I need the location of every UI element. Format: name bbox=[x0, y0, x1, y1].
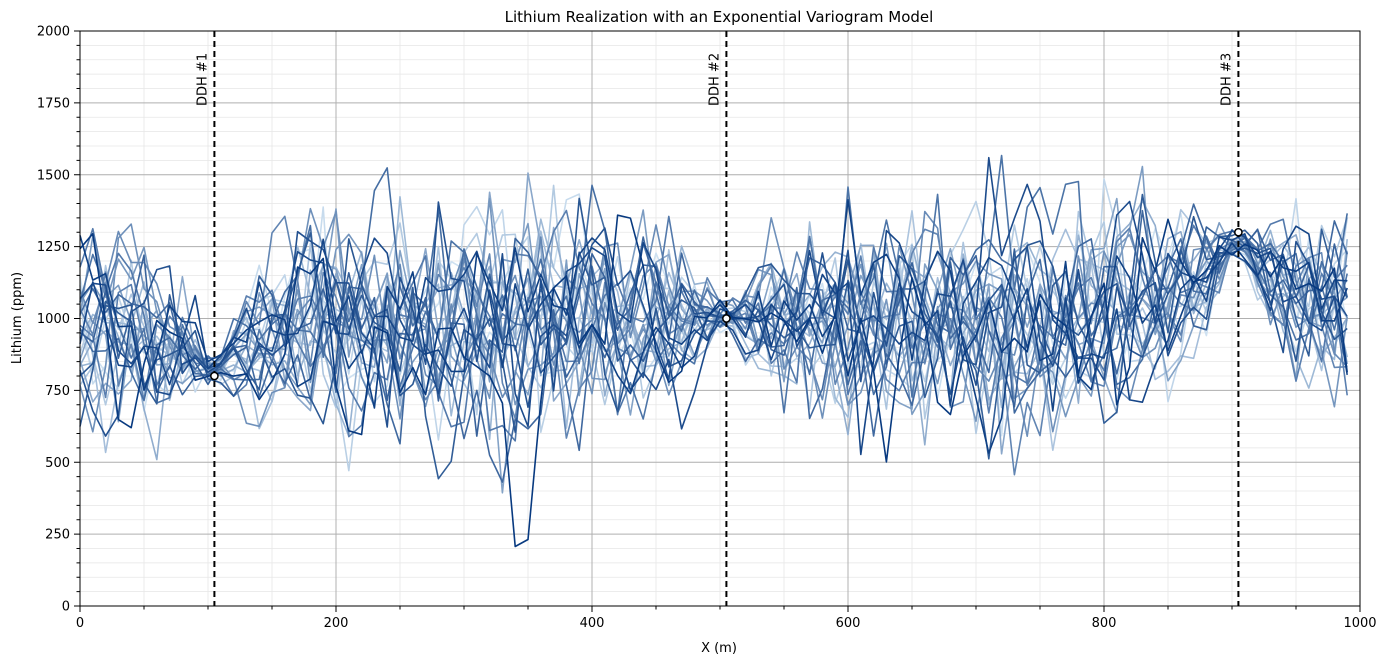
drillhole-lines: DDH #1 DDH #2 DDH #3 bbox=[195, 31, 1243, 606]
realization-line bbox=[79, 214, 1348, 548]
y-tick-label: 1500 bbox=[37, 168, 70, 183]
x-tick-label: 600 bbox=[836, 616, 861, 631]
realization-line bbox=[79, 225, 1348, 456]
y-tick-label: 0 bbox=[62, 600, 70, 615]
x-tick-label: 1000 bbox=[1343, 616, 1376, 631]
y-tick-label: 250 bbox=[45, 528, 70, 543]
drillhole-label: DDH #2 bbox=[707, 53, 722, 106]
realization-line bbox=[79, 197, 1348, 434]
y-axis: 0 250 500 750 1000 1250 1500 1750 2000 bbox=[37, 25, 80, 615]
chart-title: Lithium Realization with an Exponential … bbox=[505, 8, 934, 26]
y-tick-label: 1000 bbox=[37, 312, 70, 327]
drillhole-marker bbox=[210, 371, 219, 381]
y-axis-label: Lithium (ppm) bbox=[10, 272, 25, 364]
x-axis-label: X (m) bbox=[701, 641, 737, 656]
y-tick-label: 500 bbox=[45, 456, 70, 471]
realization-line bbox=[79, 229, 1348, 437]
realization-line bbox=[79, 200, 1348, 461]
drillhole-marker bbox=[1234, 227, 1243, 237]
x-tick-label: 800 bbox=[1092, 616, 1117, 631]
y-tick-label: 750 bbox=[45, 384, 70, 399]
drillhole-marker bbox=[722, 314, 731, 323]
x-axis: 0 200 400 600 800 1000 bbox=[76, 606, 1377, 631]
realization-line bbox=[79, 156, 1348, 430]
y-tick-label: 1250 bbox=[37, 240, 70, 255]
realization-lines bbox=[79, 154, 1348, 548]
x-tick-label: 200 bbox=[324, 616, 349, 631]
x-tick-label: 400 bbox=[580, 616, 605, 631]
x-tick-label: 0 bbox=[76, 616, 84, 631]
y-tick-label: 1750 bbox=[37, 96, 70, 111]
drillhole-label: DDH #1 bbox=[195, 53, 210, 106]
realization-line bbox=[79, 215, 1348, 476]
y-tick-label: 2000 bbox=[37, 25, 70, 40]
drillhole-label: DDH #3 bbox=[1219, 53, 1234, 106]
